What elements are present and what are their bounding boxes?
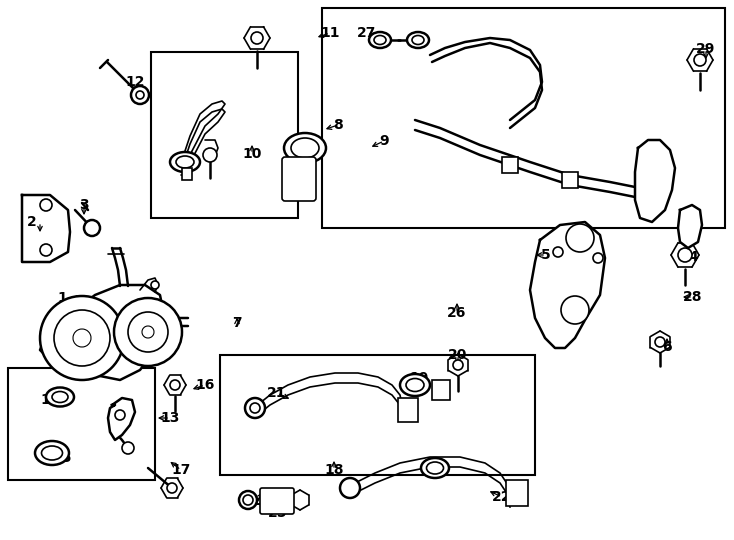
Circle shape — [566, 224, 594, 252]
Ellipse shape — [46, 388, 74, 407]
Text: 9: 9 — [379, 134, 389, 148]
Text: 12: 12 — [126, 75, 145, 89]
Circle shape — [128, 312, 168, 352]
Polygon shape — [678, 205, 702, 248]
Ellipse shape — [421, 458, 449, 478]
Text: 28: 28 — [683, 290, 702, 304]
Circle shape — [593, 253, 603, 263]
Ellipse shape — [42, 446, 62, 460]
Ellipse shape — [291, 138, 319, 158]
Polygon shape — [40, 285, 165, 380]
Ellipse shape — [374, 36, 386, 44]
Circle shape — [167, 483, 177, 493]
Circle shape — [136, 91, 144, 99]
Text: 21: 21 — [267, 386, 287, 400]
Circle shape — [131, 86, 149, 104]
Polygon shape — [22, 195, 70, 262]
Ellipse shape — [52, 392, 68, 402]
Text: 13: 13 — [160, 411, 180, 425]
Text: 19: 19 — [410, 371, 429, 385]
Circle shape — [251, 32, 263, 44]
Text: 14: 14 — [40, 393, 59, 407]
Text: 11: 11 — [320, 26, 340, 40]
Bar — [182, 168, 192, 180]
Text: 23: 23 — [429, 464, 448, 478]
Circle shape — [115, 410, 125, 420]
Circle shape — [250, 403, 260, 413]
Circle shape — [122, 442, 134, 454]
Ellipse shape — [35, 441, 69, 465]
Text: 27: 27 — [357, 26, 377, 40]
Text: 15: 15 — [52, 451, 72, 465]
Text: 6: 6 — [662, 340, 672, 354]
Bar — [322, 8, 725, 228]
Circle shape — [40, 296, 124, 380]
Ellipse shape — [284, 133, 326, 163]
Circle shape — [84, 220, 100, 236]
Circle shape — [553, 247, 563, 257]
Circle shape — [114, 298, 182, 366]
Circle shape — [245, 398, 265, 418]
Text: 20: 20 — [448, 348, 468, 362]
Circle shape — [561, 296, 589, 324]
Text: 17: 17 — [171, 463, 191, 477]
Text: 2: 2 — [27, 215, 37, 229]
Ellipse shape — [412, 36, 424, 44]
Bar — [8, 368, 155, 480]
Bar — [562, 172, 578, 188]
Circle shape — [655, 337, 665, 347]
Ellipse shape — [407, 32, 429, 48]
Circle shape — [170, 380, 180, 390]
Text: 8: 8 — [333, 118, 343, 132]
Bar — [506, 480, 528, 506]
Ellipse shape — [400, 374, 430, 396]
Text: 10: 10 — [242, 147, 262, 161]
Bar — [220, 355, 535, 475]
Bar — [398, 398, 418, 422]
Text: 18: 18 — [324, 463, 344, 477]
Circle shape — [40, 244, 52, 256]
FancyBboxPatch shape — [260, 488, 294, 514]
Ellipse shape — [176, 156, 194, 168]
Ellipse shape — [170, 152, 200, 172]
Text: 7: 7 — [232, 316, 241, 330]
Circle shape — [151, 281, 159, 289]
Polygon shape — [108, 398, 135, 440]
Text: 1: 1 — [57, 291, 67, 305]
Text: 16: 16 — [195, 378, 214, 392]
Circle shape — [203, 148, 217, 162]
Polygon shape — [530, 222, 605, 348]
Polygon shape — [635, 140, 675, 222]
Circle shape — [694, 54, 706, 66]
Text: 3: 3 — [79, 198, 89, 212]
Circle shape — [243, 495, 253, 505]
Circle shape — [453, 360, 463, 370]
Circle shape — [40, 199, 52, 211]
Text: 29: 29 — [697, 42, 716, 56]
Text: 22: 22 — [493, 490, 512, 504]
Circle shape — [340, 478, 360, 498]
Text: 5: 5 — [541, 248, 551, 262]
Circle shape — [239, 491, 257, 509]
Ellipse shape — [406, 379, 424, 392]
Text: 24: 24 — [246, 496, 266, 510]
Text: 26: 26 — [447, 306, 467, 320]
Ellipse shape — [426, 462, 443, 474]
Bar — [151, 52, 298, 218]
FancyBboxPatch shape — [282, 157, 316, 201]
Bar — [432, 380, 450, 400]
Circle shape — [678, 248, 692, 262]
Text: 4: 4 — [688, 250, 698, 264]
Bar — [502, 157, 518, 173]
Circle shape — [54, 310, 110, 366]
Ellipse shape — [369, 32, 391, 48]
Text: 25: 25 — [268, 506, 288, 520]
